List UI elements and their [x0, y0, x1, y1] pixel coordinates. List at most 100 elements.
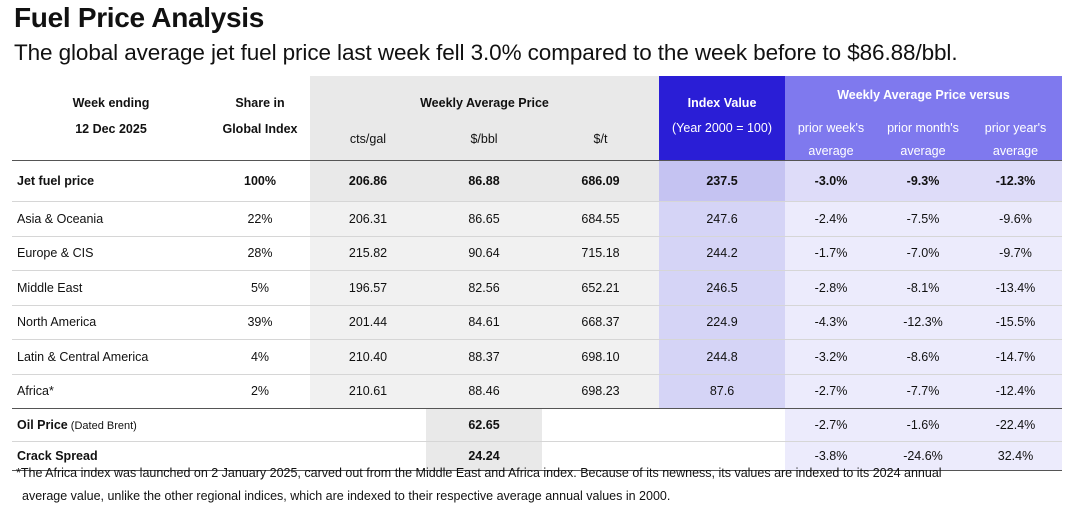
header-usd-t: $/t	[593, 132, 608, 146]
header-versus: Weekly Average Price versus	[837, 88, 1010, 102]
crack-spread-vs-month: -24.6%	[877, 441, 969, 471]
header-week-cell: Week ending 12 Dec 2025	[12, 76, 210, 161]
region-vs-month: -12.3%	[877, 304, 969, 340]
region-usd-bbl: 82.56	[426, 270, 542, 305]
table-row: Europe & CIS 28% 215.82 90.64 715.18 244…	[12, 235, 1062, 271]
table-header-row: Week ending 12 Dec 2025 Share in Global …	[12, 76, 1062, 161]
table-row: Africa* 2% 210.61 88.46 698.23 87.6 -2.7…	[12, 373, 1062, 409]
region-index: 246.5	[659, 270, 785, 305]
region-usd-t: 698.10	[542, 339, 659, 374]
region-name: Middle East	[12, 270, 210, 305]
header-index-value: Index Value	[687, 96, 757, 110]
header-weekly-avg-price: Weekly Average Price	[420, 96, 549, 110]
table-row-jet-fuel: Jet fuel price 100% 206.86 86.88 686.09 …	[12, 160, 1062, 202]
region-cts-gal: 215.82	[310, 235, 426, 271]
page-title: Fuel Price Analysis	[14, 2, 265, 33]
region-vs-year: -9.6%	[969, 201, 1062, 236]
region-vs-month: -7.0%	[877, 235, 969, 271]
region-usd-t: 668.37	[542, 304, 659, 340]
region-index: 87.6	[659, 373, 785, 409]
header-usd-bbl: $/bbl	[470, 132, 498, 146]
oil-price-vs-week: -2.7%	[785, 408, 877, 442]
region-index: 224.9	[659, 304, 785, 340]
jet-fuel-vs-month: -9.3%	[877, 160, 969, 202]
region-vs-week: -3.2%	[785, 339, 877, 374]
region-index: 244.2	[659, 235, 785, 271]
jet-fuel-usd-bbl: 86.88	[426, 160, 542, 202]
region-vs-month: -7.7%	[877, 373, 969, 409]
region-name: Europe & CIS	[12, 235, 210, 271]
table-row: North America 39% 201.44 84.61 668.37 22…	[12, 304, 1062, 340]
footnote-line1: *The Africa index was launched on 2 Janu…	[16, 466, 942, 480]
footnote-line2: average value, unlike the other regional…	[22, 489, 671, 503]
header-prior-month: prior month's	[887, 121, 959, 135]
header-prior-year: prior year's	[984, 121, 1047, 135]
jet-fuel-usd-t: 686.09	[542, 160, 659, 202]
oil-price-name-rest: (Dated Brent)	[67, 420, 137, 432]
header-week-ending: Week ending	[72, 96, 150, 110]
oil-price-vs-year: -22.4%	[969, 408, 1062, 442]
region-vs-week: -2.7%	[785, 373, 877, 409]
region-share: 4%	[210, 339, 310, 374]
header-share-cell: Share in Global Index	[210, 76, 310, 161]
region-share: 2%	[210, 373, 310, 409]
header-prior-year-average: average	[992, 144, 1039, 158]
jet-fuel-share: 100%	[210, 160, 310, 202]
region-cts-gal: 206.31	[310, 201, 426, 236]
jet-fuel-vs-week: -3.0%	[785, 160, 877, 202]
region-name: Africa*	[12, 373, 210, 409]
oil-price-cts-gal-empty	[310, 408, 426, 442]
crack-spread-name: Crack Spread	[12, 441, 210, 471]
region-cts-gal: 210.61	[310, 373, 426, 409]
crack-spread-vs-year: 32.4%	[969, 441, 1062, 471]
header-prior-week-average: average	[808, 144, 854, 158]
oil-price-usd-t-empty	[542, 408, 659, 442]
crack-spread-usd-bbl: 24.24	[426, 441, 542, 471]
region-cts-gal: 210.40	[310, 339, 426, 374]
region-usd-t: 698.23	[542, 373, 659, 409]
oil-price-name: Oil Price (Dated Brent)	[12, 408, 210, 442]
region-index: 247.6	[659, 201, 785, 236]
region-usd-bbl: 84.61	[426, 304, 542, 340]
region-vs-week: -2.8%	[785, 270, 877, 305]
table-row: Middle East 5% 196.57 82.56 652.21 246.5…	[12, 270, 1062, 305]
region-usd-bbl: 88.46	[426, 373, 542, 409]
header-weekly-price-cell: Weekly Average Price cts/gal $/bbl $/t	[310, 76, 659, 161]
region-name: North America	[12, 304, 210, 340]
region-cts-gal: 196.57	[310, 270, 426, 305]
region-vs-week: -4.3%	[785, 304, 877, 340]
table-row-crack-spread: Crack Spread 24.24 -3.8% -24.6% 32.4%	[12, 441, 1062, 471]
header-cts-gal: cts/gal	[349, 132, 387, 146]
table-row: Latin & Central America 4% 210.40 88.37 …	[12, 339, 1062, 374]
region-vs-week: -1.7%	[785, 235, 877, 271]
crack-spread-share-empty	[210, 441, 310, 471]
region-usd-bbl: 88.37	[426, 339, 542, 374]
oil-price-usd-bbl: 62.65	[426, 408, 542, 442]
header-share-line2: Global Index	[222, 122, 298, 136]
table-row: Asia & Oceania 22% 206.31 86.65 684.55 2…	[12, 201, 1062, 236]
region-share: 28%	[210, 235, 310, 271]
crack-spread-cts-gal-empty	[310, 441, 426, 471]
crack-spread-usd-t-empty	[542, 441, 659, 471]
fuel-price-table-wrapper: Week ending 12 Dec 2025 Share in Global …	[12, 76, 1062, 471]
table-row-oil-price: Oil Price (Dated Brent) 62.65 -2.7% -1.6…	[12, 408, 1062, 442]
region-usd-bbl: 90.64	[426, 235, 542, 271]
region-vs-year: -9.7%	[969, 235, 1062, 271]
region-vs-month: -7.5%	[877, 201, 969, 236]
region-usd-t: 684.55	[542, 201, 659, 236]
header-prior-month-average: average	[900, 144, 946, 158]
header-versus-cell: Weekly Average Price versus prior week's…	[785, 76, 1062, 161]
jet-fuel-index: 237.5	[659, 160, 785, 202]
region-name: Latin & Central America	[12, 339, 210, 374]
jet-fuel-name: Jet fuel price	[12, 160, 210, 202]
region-vs-month: -8.6%	[877, 339, 969, 374]
region-usd-bbl: 86.65	[426, 201, 542, 236]
footnote: *The Africa index was launched on 2 Janu…	[16, 462, 1066, 508]
region-vs-year: -13.4%	[969, 270, 1062, 305]
fuel-price-table: Week ending 12 Dec 2025 Share in Global …	[12, 76, 1062, 471]
region-cts-gal: 201.44	[310, 304, 426, 340]
oil-price-name-bold: Oil Price	[17, 418, 68, 432]
region-share: 39%	[210, 304, 310, 340]
region-usd-t: 715.18	[542, 235, 659, 271]
header-share-line1: Share in	[235, 96, 285, 110]
